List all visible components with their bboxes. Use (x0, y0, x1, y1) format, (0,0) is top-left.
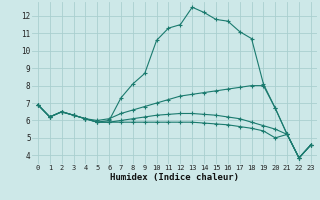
X-axis label: Humidex (Indice chaleur): Humidex (Indice chaleur) (110, 173, 239, 182)
